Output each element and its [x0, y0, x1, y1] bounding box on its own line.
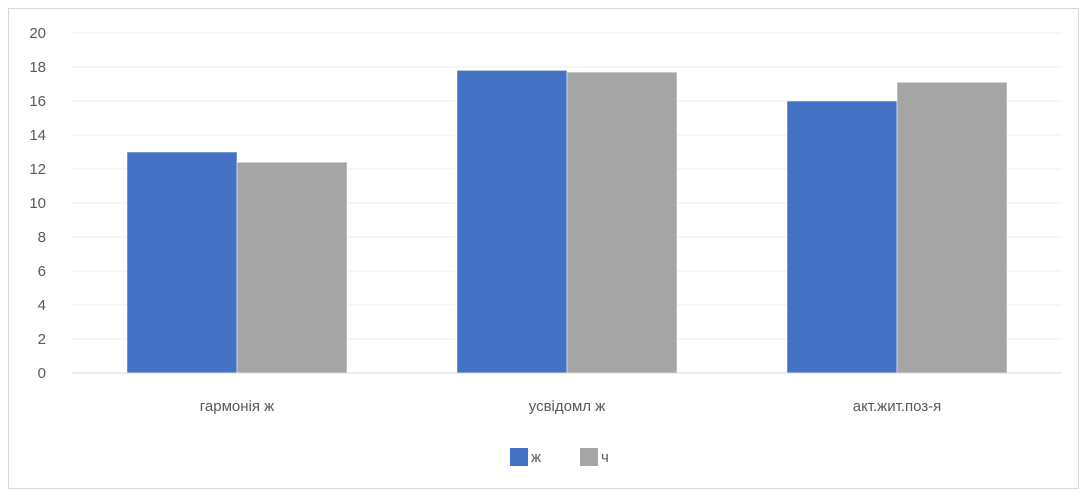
- legend-swatch-ч: [580, 448, 598, 466]
- legend-label: ж: [531, 449, 541, 466]
- x-axis-tick-labels: гармонія ж усвідомл ж акт.жит.поз-я: [200, 398, 941, 415]
- bar-ж-1: [456, 70, 568, 374]
- bars: [126, 70, 1008, 374]
- y-tick-label: 18: [29, 59, 46, 76]
- y-tick-label: 12: [29, 161, 46, 178]
- y-tick-label: 8: [38, 229, 46, 246]
- bar-ч-0: [236, 161, 348, 374]
- y-tick-label: 2: [38, 331, 46, 348]
- y-tick-label: 10: [29, 195, 46, 212]
- y-axis-tick-labels: 0 2 4 6 8 10 12 14 16 18 20: [29, 25, 46, 382]
- bar-ж-0: [126, 151, 238, 374]
- y-tick-label: 14: [29, 127, 46, 144]
- legend-label: ч: [601, 449, 609, 466]
- bar-ж-2: [786, 100, 898, 374]
- legend-swatch-ж: [510, 448, 528, 466]
- y-tick-label: 20: [29, 25, 46, 42]
- x-tick-label: усвідомл ж: [529, 398, 606, 415]
- y-tick-label: 6: [38, 263, 46, 280]
- x-tick-label: гармонія ж: [200, 398, 274, 415]
- x-tick-label: акт.жит.поз-я: [853, 398, 942, 415]
- bar-ч-1: [566, 71, 678, 374]
- y-tick-label: 0: [38, 365, 46, 382]
- bar-ч-2: [896, 82, 1008, 374]
- y-tick-label: 4: [38, 297, 46, 314]
- y-tick-label: 16: [29, 93, 46, 110]
